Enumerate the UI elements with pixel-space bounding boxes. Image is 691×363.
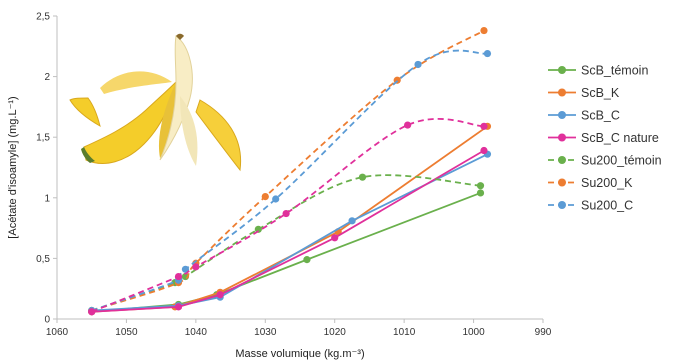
data-point-scb-c-nature-4 — [480, 146, 488, 155]
legend-label: Su200_C — [581, 199, 633, 213]
x-tick-label: 1030 — [254, 327, 277, 338]
data-point-scb-c-3 — [348, 217, 356, 225]
legend-swatch-marker — [558, 88, 566, 97]
data-point-su200-t-moin-5 — [476, 182, 485, 190]
series-su200-k — [88, 26, 488, 315]
data-point-su200-c-nature-3 — [282, 209, 290, 218]
y-tick-label: 2 — [44, 72, 50, 83]
legend-swatch-marker — [558, 133, 566, 142]
legend-item-su200-c: Su200_C — [548, 199, 633, 213]
series-line-su200-c-nature — [91, 117, 485, 313]
data-point-su200-c-nature-1 — [174, 272, 183, 281]
data-point-su200-c-nature-0 — [88, 308, 96, 316]
data-point-su200-c-3 — [272, 195, 280, 203]
series-layer — [88, 26, 492, 316]
legend-label: ScB_C — [581, 109, 620, 123]
legend-item-su200-k: Su200_K — [548, 176, 633, 190]
data-point-su200-c-5 — [483, 49, 492, 58]
data-point-su200-c-nature-5 — [480, 122, 488, 130]
legend-label: ScB_C nature — [581, 131, 659, 145]
legend-swatch-marker — [558, 201, 566, 209]
data-point-su200-k-3 — [261, 192, 269, 201]
legend-swatch-marker — [558, 156, 566, 164]
series-su200-t-moin — [88, 173, 485, 315]
x-tick-label: 1040 — [185, 327, 208, 338]
x-tick-label: 990 — [535, 327, 552, 338]
x-tick-label: 1020 — [324, 327, 347, 338]
axes: 0 0,5 1 1,5 2 2,5 1060 1050 1040 1030 1020 1010 1000… — [7, 12, 552, 361]
legend-item-scb-t-moin: ScB_témoin — [548, 64, 648, 78]
x-tick-label: 1000 — [462, 327, 485, 338]
y-tick-label: 1,5 — [36, 133, 50, 144]
legend-swatch-marker — [558, 178, 566, 187]
x-tick-label: 1010 — [393, 327, 416, 338]
data-point-scb-c-nature-2 — [216, 291, 224, 299]
legend-item-su200-t-moin: Su200_témoin — [548, 154, 662, 168]
x-axis-label: Masse volumique (kg.m⁻³) — [235, 348, 364, 360]
x-tick-label: 1050 — [115, 327, 138, 338]
legend: ScB_témoin ScB_K ScB_C ScB_C nature Su200_té… — [548, 64, 662, 213]
data-point-su200-c-nature-4 — [404, 121, 412, 129]
series-su200-c-nature — [88, 117, 488, 316]
legend-item-scb-k: ScB_K — [548, 86, 620, 100]
data-point-su200-k-5 — [480, 26, 488, 35]
series-scb-k — [88, 122, 492, 316]
data-point-su200-c-nature-2 — [192, 263, 200, 271]
banana-illustration — [69, 33, 242, 172]
data-point-su200-c-2 — [181, 265, 190, 273]
legend-item-scb-c: ScB_C — [548, 109, 620, 123]
y-tick-label: 0,5 — [36, 254, 50, 265]
data-point-su200-t-moin-4 — [358, 173, 367, 181]
series-line-scb-k — [91, 125, 488, 313]
series-line-su200-k — [91, 29, 485, 312]
legend-label: Su200_K — [581, 176, 633, 190]
data-point-scb-c-nature-1 — [174, 303, 183, 311]
data-point-scb-c-nature-3 — [331, 234, 339, 242]
data-point-su200-t-moin-3 — [254, 225, 262, 233]
y-tick-label: 2,5 — [36, 12, 50, 23]
data-point-su200-c-4 — [414, 60, 422, 69]
series-scb-t-moin — [88, 189, 485, 316]
legend-item-scb-c-nature: ScB_C nature — [548, 131, 659, 145]
legend-label: ScB_K — [581, 86, 620, 100]
x-tick-label: 1060 — [46, 327, 69, 338]
legend-swatch-marker — [558, 66, 566, 74]
y-tick-label: 0 — [44, 315, 50, 326]
legend-label: ScB_témoin — [581, 64, 648, 78]
y-axis-label: [Acétate d'isoamyle] (mg.L⁻¹) — [7, 96, 19, 238]
series-line-su200-c — [91, 49, 488, 312]
data-point-scb-t-moin-3 — [303, 256, 311, 264]
legend-label: Su200_témoin — [581, 154, 662, 168]
data-point-scb-t-moin-4 — [476, 189, 485, 197]
y-tick-label: 1 — [44, 193, 50, 204]
legend-swatch-marker — [558, 111, 566, 119]
